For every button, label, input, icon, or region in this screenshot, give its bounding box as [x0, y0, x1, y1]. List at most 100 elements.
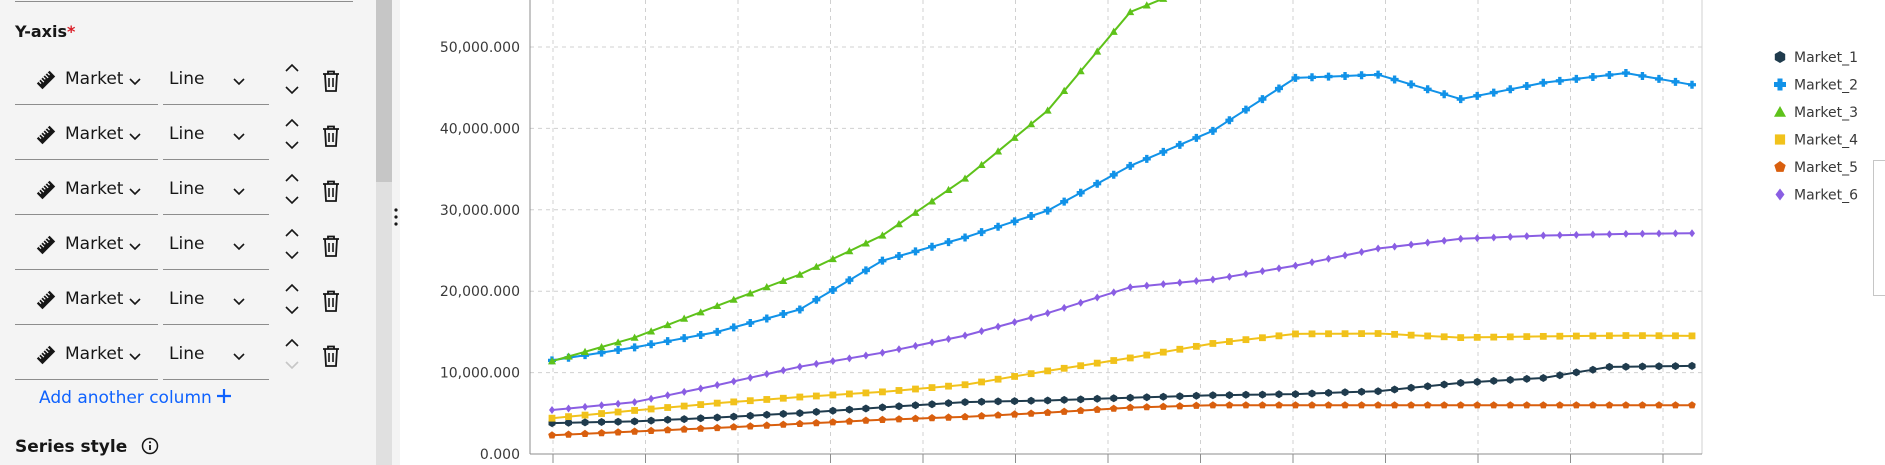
y-axis-row: Market Line — [0, 331, 376, 386]
series-type-select[interactable]: Line — [163, 221, 269, 270]
series-line-market-6 — [551, 232, 1693, 411]
data-point — [564, 352, 573, 360]
panel-scrollbar[interactable] — [376, 0, 392, 465]
side-panel-toggle[interactable] — [1873, 160, 1885, 296]
data-point — [1159, 392, 1167, 401]
trash-icon[interactable] — [320, 344, 342, 368]
data-point — [1671, 77, 1680, 86]
series-type-select[interactable]: Line — [163, 166, 269, 215]
column-select[interactable]: Market — [15, 56, 158, 105]
data-point — [1555, 76, 1564, 85]
series-type-select[interactable]: Line — [163, 56, 269, 105]
data-point — [944, 413, 953, 421]
data-point — [1688, 80, 1696, 89]
trash-icon[interactable] — [320, 124, 342, 148]
data-point — [1193, 277, 1200, 286]
move-down-icon[interactable] — [283, 359, 301, 371]
data-point — [730, 398, 738, 406]
series-style-label: Series style — [15, 437, 128, 457]
data-point — [1407, 383, 1415, 392]
panel-divider[interactable] — [392, 0, 400, 465]
move-down-icon[interactable] — [283, 139, 301, 151]
data-point — [1043, 206, 1052, 215]
reorder-controls — [283, 60, 301, 100]
y-tick-label: 40,000.000 — [440, 121, 520, 137]
data-point — [1159, 0, 1168, 2]
data-point — [862, 351, 869, 360]
data-point — [912, 341, 919, 350]
drag-handle-icon[interactable] — [394, 207, 398, 227]
data-point — [1143, 351, 1151, 359]
data-point — [962, 331, 969, 340]
data-point — [647, 426, 655, 434]
data-point — [1060, 395, 1068, 404]
move-down-icon[interactable] — [283, 249, 301, 261]
move-up-icon[interactable] — [283, 172, 301, 184]
move-up-icon[interactable] — [283, 337, 301, 349]
y-axis-row: Market Line — [0, 56, 376, 111]
info-icon[interactable] — [141, 437, 159, 455]
column-select[interactable]: Market — [15, 166, 158, 215]
series-type-select[interactable]: Line — [163, 331, 269, 380]
line-chart: 0.000 10,000.000 20,000.000 30,000.000 40,00… — [440, 0, 1858, 463]
move-down-icon[interactable] — [283, 84, 301, 96]
data-point — [762, 283, 771, 291]
data-point — [1259, 267, 1266, 276]
move-up-icon[interactable] — [283, 62, 301, 74]
data-point — [1192, 342, 1200, 350]
column-select[interactable]: Market — [15, 221, 158, 270]
trash-icon[interactable] — [320, 289, 342, 313]
data-point — [812, 392, 820, 400]
data-point — [1672, 362, 1679, 371]
data-point — [894, 252, 903, 261]
data-point — [1126, 161, 1135, 170]
data-point — [1274, 84, 1283, 93]
previous-field-underline — [15, 1, 353, 2]
trash-icon[interactable] — [320, 179, 342, 203]
y-axis-row: Market Line — [0, 111, 376, 166]
data-point — [1391, 330, 1399, 338]
data-point — [565, 413, 572, 421]
move-down-icon[interactable] — [283, 304, 301, 316]
data-point — [1655, 229, 1662, 238]
data-point — [779, 309, 788, 318]
add-column-button[interactable]: Add another column — [39, 388, 231, 408]
data-point — [1126, 403, 1135, 411]
data-point — [1490, 376, 1498, 385]
data-point — [1621, 69, 1630, 78]
data-point — [879, 348, 886, 357]
column-select-value: Market — [65, 344, 124, 364]
chevron-down-icon — [233, 298, 245, 306]
move-up-icon[interactable] — [283, 227, 301, 239]
data-point — [961, 412, 969, 421]
series-type-select[interactable]: Line — [163, 111, 269, 160]
data-point — [1292, 390, 1299, 399]
move-up-icon[interactable] — [283, 117, 301, 129]
trash-icon[interactable] — [320, 69, 342, 93]
data-point — [994, 222, 1003, 231]
data-point — [1374, 330, 1382, 337]
move-up-icon[interactable] — [283, 282, 301, 294]
data-point — [1060, 407, 1068, 415]
column-select[interactable]: Market — [15, 276, 158, 325]
data-point — [1176, 345, 1184, 353]
data-point — [648, 394, 655, 403]
data-point — [929, 338, 935, 347]
series-style-heading: Series style — [15, 437, 159, 457]
series-type-select[interactable]: Line — [163, 276, 269, 325]
column-select[interactable]: Market — [15, 111, 158, 160]
data-point — [548, 357, 556, 365]
data-point — [680, 314, 689, 322]
data-point — [796, 393, 804, 401]
trash-icon[interactable] — [320, 234, 342, 258]
legend-marker — [1774, 51, 1786, 63]
chevron-down-icon — [129, 243, 141, 251]
data-point — [1605, 70, 1614, 79]
chevron-down-icon — [129, 78, 141, 86]
move-down-icon[interactable] — [283, 194, 301, 206]
data-point — [829, 418, 837, 426]
data-point — [895, 345, 902, 354]
data-point — [1093, 359, 1101, 367]
scrollbar-thumb[interactable] — [376, 0, 392, 182]
column-select[interactable]: Market — [15, 331, 158, 380]
